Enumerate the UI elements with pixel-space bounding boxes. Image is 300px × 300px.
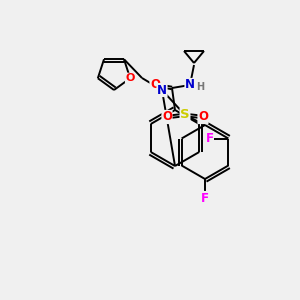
Text: H: H — [196, 82, 204, 92]
Text: O: O — [125, 73, 135, 83]
Text: N: N — [185, 79, 195, 92]
Text: F: F — [206, 132, 213, 145]
Text: F: F — [201, 191, 209, 205]
Text: O: O — [150, 79, 160, 92]
Text: S: S — [180, 109, 190, 122]
Text: O: O — [162, 110, 172, 124]
Text: N: N — [157, 83, 167, 97]
Text: O: O — [198, 110, 208, 124]
